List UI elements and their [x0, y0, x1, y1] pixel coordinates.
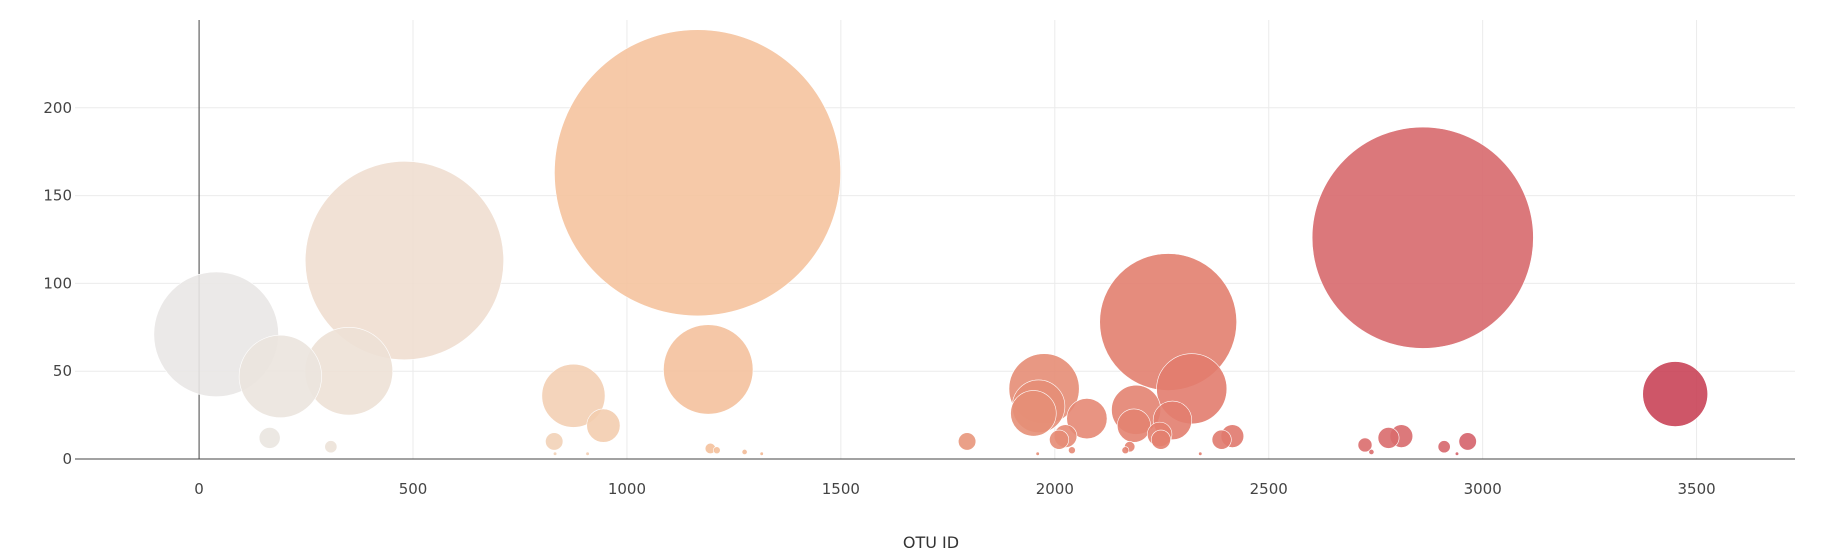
bubble-point[interactable]	[1150, 429, 1171, 450]
bubble-point[interactable]	[545, 432, 564, 451]
bubble-point[interactable]	[741, 449, 748, 455]
bubble-point[interactable]	[712, 446, 721, 455]
bubble-point[interactable]	[238, 334, 322, 419]
x-tick-label: 3000	[1464, 480, 1502, 498]
bubble-point[interactable]	[1010, 390, 1057, 437]
bubble-point[interactable]	[958, 432, 977, 451]
x-tick-label: 500	[399, 480, 428, 498]
bubble-point[interactable]	[1121, 446, 1130, 455]
bubble-point[interactable]	[1049, 429, 1070, 450]
x-axis-title: OTU ID	[903, 533, 959, 552]
bubble-point[interactable]	[1357, 437, 1373, 453]
bubble-point[interactable]	[1116, 408, 1151, 443]
bubble-point[interactable]	[1068, 446, 1076, 455]
bubble-point[interactable]	[304, 161, 504, 361]
bubble-point[interactable]	[1377, 427, 1400, 449]
x-tick-label: 1000	[608, 480, 646, 498]
bubble-point[interactable]	[1311, 126, 1534, 349]
y-tick-label: 100	[43, 274, 72, 292]
bubble-point[interactable]	[1035, 451, 1040, 456]
bubble-point[interactable]	[585, 451, 590, 456]
x-tick-label: 0	[194, 480, 204, 498]
bubble-point[interactable]	[1368, 449, 1375, 455]
y-tick-label: 50	[53, 362, 72, 380]
tick-labels: 0 500 1000 1500 2000 2500 3000 3500 0 50 100 150 200	[43, 99, 1715, 498]
bubble-point[interactable]	[1198, 451, 1203, 456]
bubble-point[interactable]	[541, 363, 606, 428]
bubble-point[interactable]	[663, 324, 754, 415]
x-tick-label: 2000	[1036, 480, 1074, 498]
y-tick-label: 200	[43, 99, 72, 117]
bubble-point[interactable]	[759, 451, 764, 456]
bubble-point[interactable]	[1437, 440, 1451, 454]
bubble-point[interactable]	[1454, 451, 1460, 456]
bubble-point[interactable]	[1642, 361, 1708, 427]
x-tick-label: 3500	[1677, 480, 1715, 498]
bubble-point[interactable]	[324, 440, 338, 454]
y-tick-label: 0	[62, 450, 72, 468]
bubble-point[interactable]	[258, 427, 281, 449]
x-tick-label: 1500	[822, 480, 860, 498]
bubbles	[153, 29, 1708, 456]
bubble-point[interactable]	[1066, 398, 1108, 440]
bubble-point[interactable]	[1458, 432, 1477, 451]
bubble-point[interactable]	[554, 29, 841, 317]
y-tick-label: 150	[43, 187, 72, 205]
x-tick-label: 2500	[1250, 480, 1288, 498]
bubble-point[interactable]	[553, 451, 558, 456]
bubble-point[interactable]	[586, 408, 621, 443]
bubble-point[interactable]	[1211, 429, 1232, 450]
